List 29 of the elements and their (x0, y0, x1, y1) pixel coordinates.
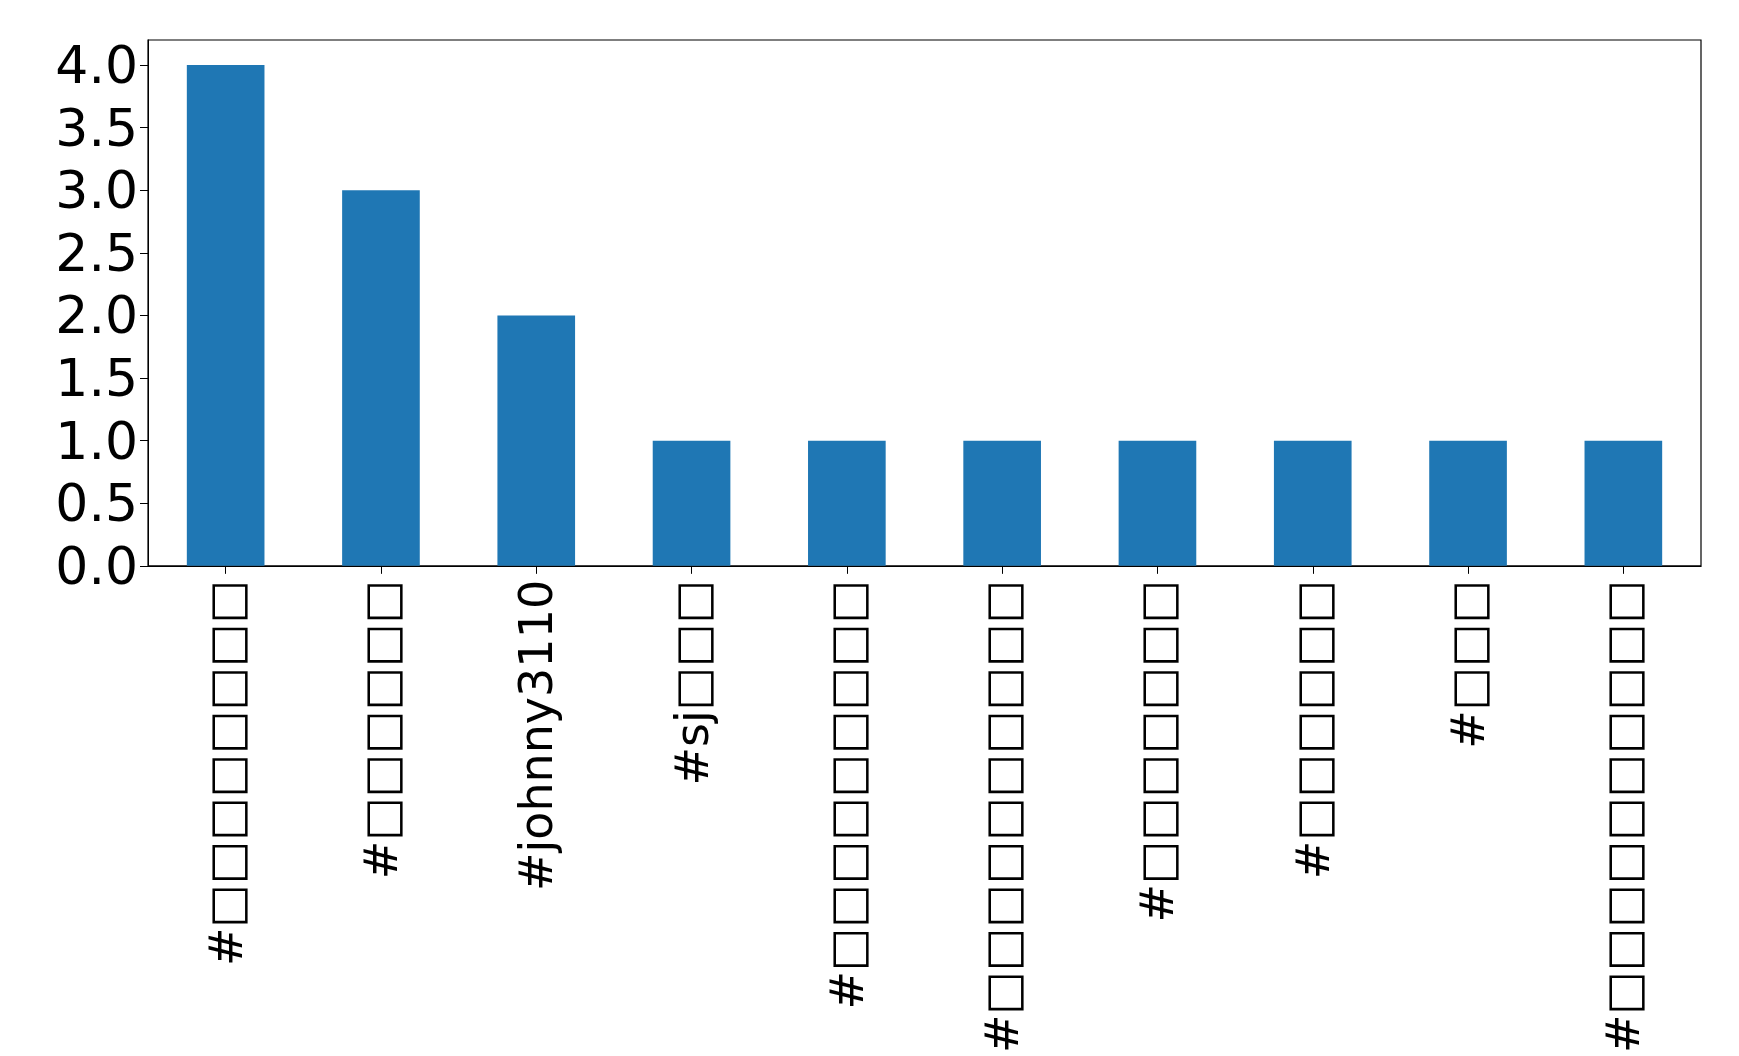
x-tick-label: #□□□ (1441, 579, 1496, 749)
x-tick-label: #johnny3110 (509, 579, 564, 892)
x-tick-label: #□□□□□□ (1285, 579, 1340, 880)
bar (1429, 440, 1507, 566)
y-tick-label: 1.5 (55, 348, 138, 409)
bar (652, 440, 731, 566)
x-tick-label: #□□□□□□□ (1130, 579, 1185, 923)
y-tick-label: 0.0 (55, 535, 138, 596)
bar (808, 440, 886, 566)
y-tick-label: 3.5 (55, 97, 138, 158)
bar (1118, 440, 1197, 566)
y-tick-label: 3.0 (55, 160, 138, 221)
x-tick-label: #□□□□□□□□□□ (1596, 579, 1651, 1054)
x-tick-label: #□□□□□□□□□□ (975, 579, 1030, 1054)
y-tick-label: 2.5 (55, 222, 138, 283)
x-tick-label: #□□□□□□□□□ (819, 579, 874, 1010)
y-tick-label: 4.0 (55, 35, 138, 96)
y-tick-label: 1.0 (55, 410, 138, 471)
x-tick-label: #□□□□□□ (353, 579, 408, 880)
bar (1273, 440, 1352, 566)
x-tick-label: #sj□□□ (664, 579, 719, 786)
y-tick-label: 0.5 (55, 473, 138, 534)
bar (1584, 440, 1663, 566)
x-tick-label: #□□□□□□□□ (198, 579, 253, 967)
bar (963, 440, 1041, 566)
bar (497, 315, 576, 566)
bar (186, 65, 265, 566)
bar (342, 190, 420, 566)
y-tick-label: 2.0 (55, 285, 138, 346)
